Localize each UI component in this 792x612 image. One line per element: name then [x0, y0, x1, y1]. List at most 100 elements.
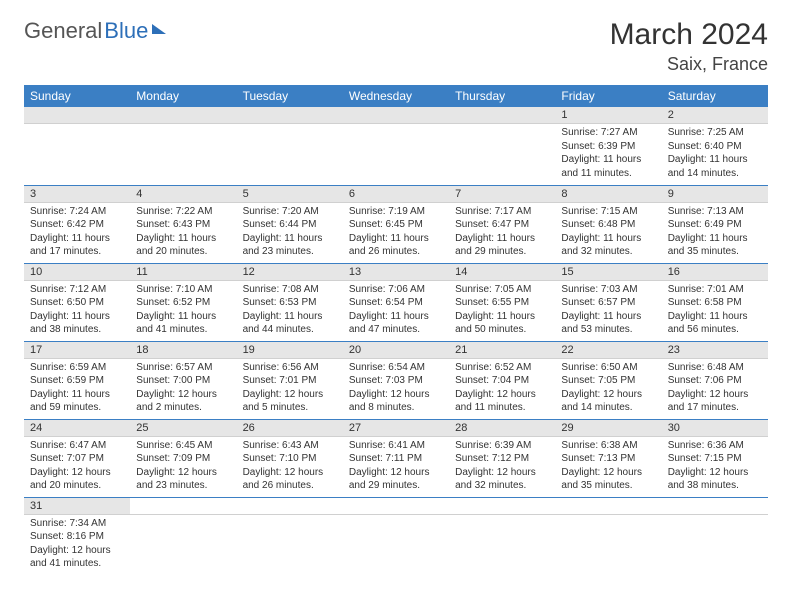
day-content: Sunrise: 7:25 AMSunset: 6:40 PMDaylight:… [662, 124, 768, 184]
calendar-day-cell: 9Sunrise: 7:13 AMSunset: 6:49 PMDaylight… [662, 185, 768, 263]
day-content: Sunrise: 7:22 AMSunset: 6:43 PMDaylight:… [130, 203, 236, 263]
day-number [237, 107, 343, 124]
daylight-text: Daylight: 11 hours and 38 minutes. [30, 310, 124, 337]
day-number [343, 498, 449, 515]
sunrise-text: Sunrise: 6:39 AM [455, 439, 549, 453]
sunrise-text: Sunrise: 7:34 AM [30, 517, 124, 531]
daylight-text: Daylight: 12 hours and 5 minutes. [243, 388, 337, 415]
calendar-day-cell: 20Sunrise: 6:54 AMSunset: 7:03 PMDayligh… [343, 341, 449, 419]
sunrise-text: Sunrise: 7:06 AM [349, 283, 443, 297]
header: GeneralBlue March 2024 Saix, France [24, 18, 768, 75]
day-content: Sunrise: 7:03 AMSunset: 6:57 PMDaylight:… [555, 281, 661, 341]
sunrise-text: Sunrise: 7:25 AM [668, 126, 762, 140]
sunrise-text: Sunrise: 7:01 AM [668, 283, 762, 297]
calendar-day-cell: 25Sunrise: 6:45 AMSunset: 7:09 PMDayligh… [130, 419, 236, 497]
sunrise-text: Sunrise: 6:45 AM [136, 439, 230, 453]
sunset-text: Sunset: 7:09 PM [136, 452, 230, 466]
day-number [555, 498, 661, 515]
calendar-day-cell: 28Sunrise: 6:39 AMSunset: 7:12 PMDayligh… [449, 419, 555, 497]
day-number [24, 107, 130, 124]
day-number: 20 [343, 342, 449, 359]
calendar-day-cell [449, 497, 555, 575]
calendar-day-cell [662, 497, 768, 575]
day-number: 4 [130, 186, 236, 203]
day-number [662, 498, 768, 515]
day-content: Sunrise: 7:15 AMSunset: 6:48 PMDaylight:… [555, 203, 661, 263]
day-content: Sunrise: 6:56 AMSunset: 7:01 PMDaylight:… [237, 359, 343, 419]
daylight-text: Daylight: 12 hours and 8 minutes. [349, 388, 443, 415]
daylight-text: Daylight: 12 hours and 29 minutes. [349, 466, 443, 493]
sunrise-text: Sunrise: 7:03 AM [561, 283, 655, 297]
calendar-day-cell: 26Sunrise: 6:43 AMSunset: 7:10 PMDayligh… [237, 419, 343, 497]
calendar-day-cell: 7Sunrise: 7:17 AMSunset: 6:47 PMDaylight… [449, 185, 555, 263]
day-number: 26 [237, 420, 343, 437]
sunset-text: Sunset: 6:42 PM [30, 218, 124, 232]
sunrise-text: Sunrise: 6:52 AM [455, 361, 549, 375]
calendar-day-cell [555, 497, 661, 575]
day-number: 31 [24, 498, 130, 515]
day-content: Sunrise: 6:36 AMSunset: 7:15 PMDaylight:… [662, 437, 768, 497]
weekday-header: Thursday [449, 85, 555, 107]
day-number: 18 [130, 342, 236, 359]
sunrise-text: Sunrise: 7:10 AM [136, 283, 230, 297]
calendar-day-cell: 31Sunrise: 7:34 AMSunset: 8:16 PMDayligh… [24, 497, 130, 575]
sunrise-text: Sunrise: 7:20 AM [243, 205, 337, 219]
day-number: 21 [449, 342, 555, 359]
day-number: 27 [343, 420, 449, 437]
sunset-text: Sunset: 6:40 PM [668, 140, 762, 154]
calendar-day-cell: 16Sunrise: 7:01 AMSunset: 6:58 PMDayligh… [662, 263, 768, 341]
calendar-day-cell: 17Sunrise: 6:59 AMSunset: 6:59 PMDayligh… [24, 341, 130, 419]
daylight-text: Daylight: 12 hours and 14 minutes. [561, 388, 655, 415]
logo-text-blue: Blue [104, 18, 148, 44]
sunset-text: Sunset: 7:04 PM [455, 374, 549, 388]
sunset-text: Sunset: 8:16 PM [30, 530, 124, 544]
daylight-text: Daylight: 11 hours and 35 minutes. [668, 232, 762, 259]
weekday-header: Wednesday [343, 85, 449, 107]
day-content: Sunrise: 6:38 AMSunset: 7:13 PMDaylight:… [555, 437, 661, 497]
calendar-header-row: SundayMondayTuesdayWednesdayThursdayFrid… [24, 85, 768, 107]
logo-triangle-icon [152, 24, 166, 34]
day-number: 25 [130, 420, 236, 437]
day-number [343, 107, 449, 124]
sunrise-text: Sunrise: 7:24 AM [30, 205, 124, 219]
daylight-text: Daylight: 12 hours and 2 minutes. [136, 388, 230, 415]
calendar-day-cell: 14Sunrise: 7:05 AMSunset: 6:55 PMDayligh… [449, 263, 555, 341]
day-number [130, 107, 236, 124]
weekday-header: Monday [130, 85, 236, 107]
daylight-text: Daylight: 12 hours and 26 minutes. [243, 466, 337, 493]
day-number [449, 107, 555, 124]
daylight-text: Daylight: 11 hours and 44 minutes. [243, 310, 337, 337]
sunset-text: Sunset: 6:47 PM [455, 218, 549, 232]
sunrise-text: Sunrise: 7:22 AM [136, 205, 230, 219]
weekday-header: Saturday [662, 85, 768, 107]
month-title: March 2024 [610, 18, 768, 52]
calendar-day-cell: 2Sunrise: 7:25 AMSunset: 6:40 PMDaylight… [662, 107, 768, 185]
daylight-text: Daylight: 11 hours and 50 minutes. [455, 310, 549, 337]
sunset-text: Sunset: 6:43 PM [136, 218, 230, 232]
day-number: 24 [24, 420, 130, 437]
calendar-week-row: 17Sunrise: 6:59 AMSunset: 6:59 PMDayligh… [24, 341, 768, 419]
calendar-day-cell: 6Sunrise: 7:19 AMSunset: 6:45 PMDaylight… [343, 185, 449, 263]
weekday-header: Friday [555, 85, 661, 107]
day-content: Sunrise: 6:41 AMSunset: 7:11 PMDaylight:… [343, 437, 449, 497]
daylight-text: Daylight: 11 hours and 14 minutes. [668, 153, 762, 180]
calendar-day-cell [343, 497, 449, 575]
sunset-text: Sunset: 7:06 PM [668, 374, 762, 388]
day-number: 30 [662, 420, 768, 437]
sunset-text: Sunset: 6:45 PM [349, 218, 443, 232]
day-content: Sunrise: 6:57 AMSunset: 7:00 PMDaylight:… [130, 359, 236, 419]
daylight-text: Daylight: 11 hours and 41 minutes. [136, 310, 230, 337]
calendar-day-cell [130, 497, 236, 575]
day-number: 7 [449, 186, 555, 203]
sunrise-text: Sunrise: 6:41 AM [349, 439, 443, 453]
daylight-text: Daylight: 12 hours and 17 minutes. [668, 388, 762, 415]
day-content: Sunrise: 7:08 AMSunset: 6:53 PMDaylight:… [237, 281, 343, 341]
calendar-week-row: 10Sunrise: 7:12 AMSunset: 6:50 PMDayligh… [24, 263, 768, 341]
day-number: 16 [662, 264, 768, 281]
day-number: 12 [237, 264, 343, 281]
calendar-week-row: 24Sunrise: 6:47 AMSunset: 7:07 PMDayligh… [24, 419, 768, 497]
day-content: Sunrise: 6:45 AMSunset: 7:09 PMDaylight:… [130, 437, 236, 497]
calendar-day-cell [237, 497, 343, 575]
sunset-text: Sunset: 6:49 PM [668, 218, 762, 232]
day-number: 15 [555, 264, 661, 281]
